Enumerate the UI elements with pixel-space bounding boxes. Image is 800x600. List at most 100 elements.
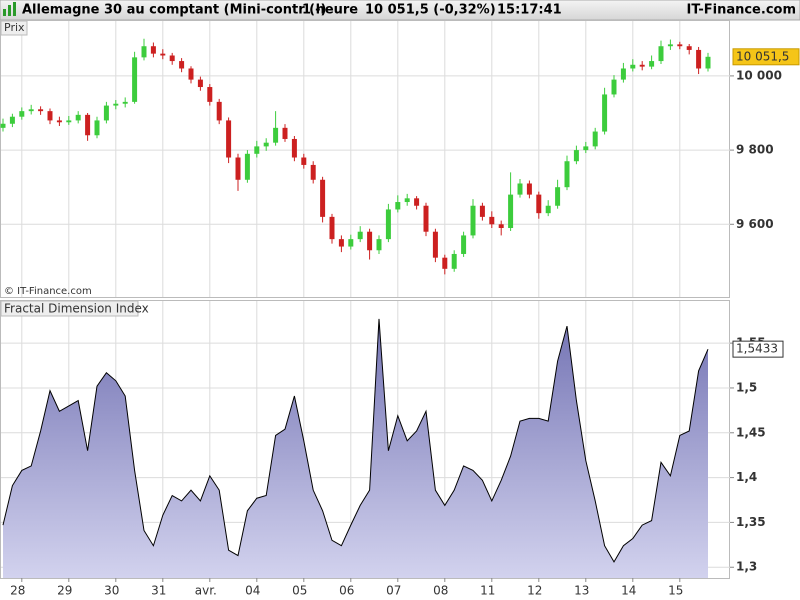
candle-body: [56, 120, 62, 123]
fdi-line: [2, 318, 709, 563]
candle-body: [291, 138, 297, 158]
candle-body: [226, 120, 232, 158]
candle-body: [423, 205, 429, 232]
candle-body: [216, 101, 222, 121]
x-tick-label: 12: [527, 584, 542, 598]
x-tick-label: 14: [621, 584, 636, 598]
candle-body: [367, 231, 373, 251]
last-value-label: 1,5433: [736, 342, 778, 356]
candle-body: [150, 46, 156, 54]
panel-label: Prix: [4, 21, 25, 34]
x-tick-label: 04: [245, 584, 260, 598]
candle-body: [66, 120, 72, 123]
candle-body: [677, 44, 683, 47]
y-tick-label: 1,3: [736, 560, 757, 574]
x-tick-label: 28: [10, 584, 25, 598]
candle-body: [103, 105, 109, 121]
x-tick-label: 15: [668, 584, 683, 598]
panel-label: Fractal Dimension Index: [4, 302, 149, 316]
candle-body: [517, 183, 523, 195]
x-tick-label: 29: [57, 584, 72, 598]
candle-body: [442, 257, 448, 269]
candle-body: [630, 64, 636, 69]
candles: [0, 38, 711, 275]
candle-body: [188, 68, 194, 80]
candle-body: [498, 224, 504, 228]
instrument-title: Allemagne 30 au comptant (Mini-contr (-): [22, 3, 326, 18]
candle-body: [573, 150, 579, 162]
candle-body: [649, 61, 655, 67]
panel-label-box: [0, 300, 139, 317]
y-tick-label: 9 600: [736, 217, 774, 231]
last-price-box: [732, 48, 800, 66]
x-tick-label: 07: [386, 584, 401, 598]
candle-body: [244, 153, 250, 180]
candle-body: [479, 205, 485, 217]
candle-body: [658, 46, 664, 62]
candle-body: [197, 79, 203, 88]
candle-body: [132, 57, 138, 102]
candle-body: [508, 194, 514, 228]
candle-body: [414, 198, 420, 206]
candle-body: [583, 146, 589, 151]
candle-body: [432, 231, 438, 258]
candle-body: [179, 61, 185, 69]
candle-body: [85, 114, 91, 136]
y-tick-label: 1,5: [736, 380, 757, 394]
candle-body: [75, 114, 81, 121]
candle-body: [94, 120, 100, 136]
candle-body: [310, 164, 316, 180]
candle-body: [592, 131, 598, 147]
brand: IT-Finance.com: [687, 3, 796, 18]
x-tick-label: 31: [151, 584, 166, 598]
candle-body: [329, 216, 335, 240]
candle-body: [385, 209, 391, 240]
candle-body: [141, 46, 147, 58]
panel-label-box: [0, 20, 28, 36]
candle-body: [207, 87, 213, 102]
candle-body: [705, 56, 711, 69]
watermark: © IT-Finance.com: [4, 286, 92, 297]
candle-body: [545, 205, 551, 214]
candle-body: [282, 127, 288, 139]
candle-body: [122, 101, 128, 104]
candle-body: [686, 46, 692, 50]
fdi-area: [3, 318, 708, 578]
last-price-label: 10 051,5: [736, 49, 789, 63]
x-tick-label: 11: [480, 584, 495, 598]
candle-body: [667, 44, 673, 47]
quote: 10 051,5 (-0,32%): [365, 3, 496, 18]
candle-body: [338, 239, 344, 247]
candle-body: [235, 157, 241, 180]
y-tick-label: 9 800: [736, 143, 774, 157]
candle-body: [526, 183, 532, 195]
candle-body: [160, 53, 166, 56]
candle-body: [602, 94, 608, 132]
candle-body: [169, 55, 175, 62]
candle-body: [47, 111, 53, 121]
candle-body: [620, 68, 626, 80]
last-value-box: [732, 340, 784, 358]
candle-body: [611, 79, 617, 95]
candle-body: [376, 239, 382, 251]
candle-body: [301, 157, 307, 165]
candle-body: [696, 49, 702, 69]
y-tick-label: 10 000: [736, 68, 782, 82]
candle-body: [555, 187, 561, 206]
candle-body: [639, 64, 645, 67]
price-panel: [0, 20, 730, 298]
candle-body: [461, 235, 467, 254]
candle-body: [357, 231, 363, 240]
candle-body: [489, 216, 495, 225]
candle-body: [404, 198, 410, 203]
x-tick-label: 13: [574, 584, 589, 598]
x-tick-label: 30: [104, 584, 119, 598]
logo-icon: [3, 2, 16, 16]
x-tick-label: 08: [433, 584, 448, 598]
x-tick-label: avr.: [195, 584, 217, 598]
candle-body: [113, 103, 119, 106]
candle-body: [564, 161, 570, 188]
candle-body: [348, 239, 354, 247]
candle-body: [320, 179, 326, 217]
